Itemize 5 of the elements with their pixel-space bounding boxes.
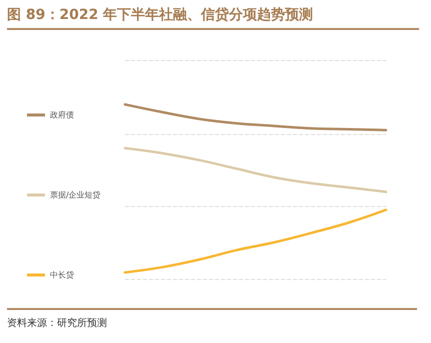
legend-label: 票据/企业短贷 [50, 190, 101, 200]
chart-title: 图 89：2022 年下半年社融、信贷分项趋势预测 [7, 4, 419, 30]
legend-label: 政府债 [50, 110, 74, 120]
legend-label: 中长贷 [50, 270, 74, 280]
text: 资料来源：研究所预测 [7, 318, 107, 329]
